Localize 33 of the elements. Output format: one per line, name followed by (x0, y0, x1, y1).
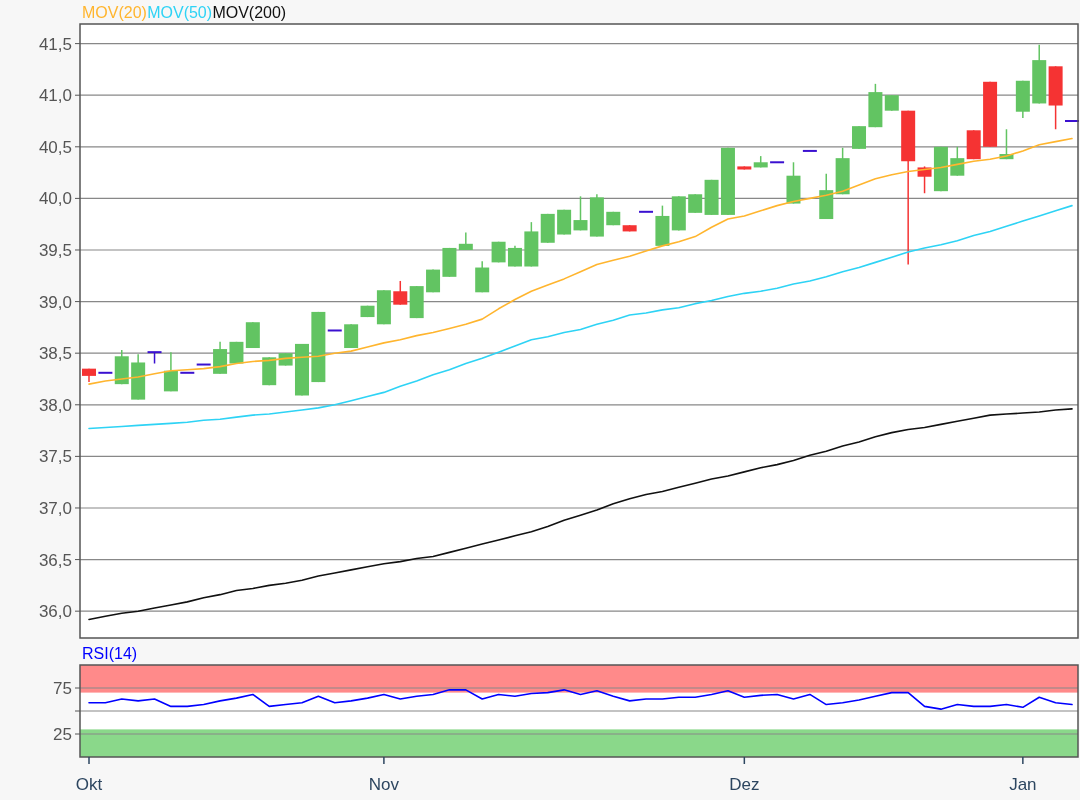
y-tick-label: 41,5 (38, 34, 72, 54)
y-tick-label: 39,5 (38, 240, 72, 260)
line-series (88, 689, 1073, 710)
text: RSI(14) (82, 645, 138, 662)
candlestick (163, 351, 178, 393)
line-series (88, 408, 1073, 621)
candlestick (507, 245, 522, 268)
y-tick-label: 36,0 (38, 602, 72, 622)
y-tick-label: 40,5 (38, 137, 72, 157)
x-tick-label: Jan (1009, 775, 1037, 794)
y-tick-label: 36,5 (38, 550, 72, 570)
x-tick-label: Nov (368, 775, 400, 794)
line-series (88, 204, 1073, 430)
candlestick (950, 146, 965, 177)
y-tick-label: 38,0 (38, 395, 72, 415)
candlestick (852, 125, 867, 150)
candlestick (688, 193, 703, 214)
y-tick-label: 37,0 (38, 498, 72, 518)
text: MOV(200) (212, 4, 287, 21)
y-tick-label: 75 (53, 678, 72, 698)
text: MOV(50) (147, 4, 213, 21)
x-tick-label: Okt (75, 775, 103, 794)
y-tick-label: 25 (53, 724, 72, 744)
y-tick-label: 41,0 (38, 86, 72, 106)
y-tick-label: 39,0 (38, 292, 72, 312)
candlestick (458, 231, 473, 251)
candlestick (573, 195, 588, 232)
x-tick-label: Dez (729, 775, 760, 794)
text: MOV(20) (82, 4, 147, 21)
y-tick-label: 38,5 (38, 344, 72, 364)
y-tick-label: 40,0 (38, 189, 72, 209)
candlestick (393, 280, 408, 306)
y-tick-label: 37,5 (38, 447, 72, 467)
